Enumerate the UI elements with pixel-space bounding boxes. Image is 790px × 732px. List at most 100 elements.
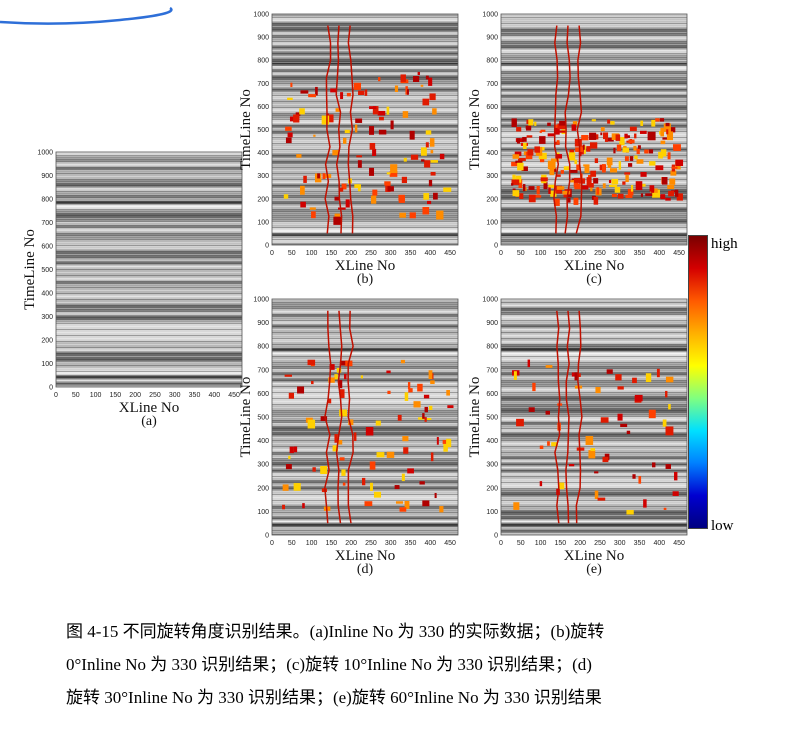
attribute-anomaly — [611, 178, 619, 185]
panel-c: 0 100 200 300 400 500 600 700 800 900 1000 0 50 100 15… — [467, 12, 688, 287]
attribute-anomaly — [307, 359, 316, 366]
seismic-section-d — [272, 299, 458, 535]
attribute-anomaly — [636, 148, 640, 155]
y-tick-label: 900 — [257, 35, 269, 42]
attribute-anomaly — [649, 161, 656, 166]
x-tick-label: 300 — [614, 540, 626, 547]
attribute-anomaly — [615, 134, 621, 141]
y-axis-label: TimeLine No — [238, 89, 254, 170]
attribute-anomaly — [574, 159, 578, 165]
attribute-anomaly — [311, 380, 314, 385]
attribute-anomaly — [547, 122, 551, 126]
x-tick-label: 400 — [424, 540, 436, 547]
attribute-anomaly — [420, 147, 427, 156]
x-tick-label: 400 — [424, 250, 436, 257]
attribute-anomaly — [332, 445, 338, 452]
attribute-anomaly — [338, 207, 346, 210]
attribute-anomaly — [582, 144, 585, 150]
attribute-anomaly — [600, 127, 605, 132]
y-tick-label: 300 — [257, 173, 269, 180]
attribute-anomaly — [539, 136, 546, 144]
attribute-anomaly — [666, 129, 669, 135]
attribute-anomaly — [528, 119, 534, 126]
figure-caption: 图 4-15 不同旋转角度识别结果。(a)Inline No 为 330 的实际… — [66, 615, 736, 714]
attribute-anomaly — [354, 432, 357, 441]
attribute-anomaly — [560, 170, 564, 174]
attribute-anomaly — [649, 185, 655, 192]
y-tick-label: 600 — [486, 391, 498, 398]
attribute-anomaly — [550, 158, 559, 162]
attribute-anomaly — [429, 138, 435, 147]
attribute-anomaly — [624, 133, 628, 139]
attribute-anomaly — [515, 160, 523, 164]
attribute-anomaly — [626, 430, 631, 435]
attribute-anomaly — [589, 132, 597, 140]
y-tick-label: 500 — [257, 127, 269, 134]
attribute-anomaly — [335, 108, 340, 112]
attribute-anomaly — [554, 127, 560, 135]
attribute-anomaly — [660, 149, 667, 157]
x-tick-label: 350 — [405, 540, 417, 547]
attribute-anomaly — [539, 481, 543, 487]
attribute-anomaly — [607, 119, 611, 124]
attribute-anomaly — [649, 149, 654, 154]
decorative-blue-curve — [0, 6, 173, 25]
attribute-anomaly — [668, 127, 676, 133]
attribute-anomaly — [625, 174, 629, 183]
y-tick-label: 0 — [494, 533, 498, 540]
x-tick-label: 250 — [365, 540, 377, 547]
attribute-anomaly — [338, 440, 343, 445]
x-tick-label: 300 — [385, 540, 397, 547]
attribute-anomaly — [660, 194, 666, 200]
attribute-anomaly — [571, 178, 577, 181]
y-tick-label: 800 — [257, 344, 269, 351]
y-tick-label: 300 — [41, 314, 53, 321]
colorbar-high-label: high — [711, 236, 738, 252]
y-tick-label: 300 — [257, 462, 269, 469]
attribute-anomaly — [424, 417, 427, 422]
attribute-anomaly — [408, 388, 413, 393]
attribute-anomaly — [336, 367, 342, 373]
attribute-anomaly — [410, 154, 419, 160]
y-tick-label: 800 — [486, 58, 498, 65]
attribute-anomaly — [672, 491, 679, 496]
attribute-anomaly — [539, 156, 545, 163]
attribute-anomaly — [652, 462, 656, 468]
x-tick-label: 200 — [345, 250, 357, 257]
attribute-anomaly — [568, 152, 576, 161]
attribute-anomaly — [372, 148, 377, 157]
attribute-anomaly — [527, 359, 531, 368]
attribute-anomaly — [344, 129, 350, 134]
attribute-anomaly — [289, 446, 294, 454]
x-tick-label: 400 — [653, 250, 665, 257]
attribute-anomaly — [625, 194, 633, 198]
attribute-anomaly — [447, 405, 454, 409]
seismic-section-a — [56, 152, 242, 387]
attribute-anomaly — [423, 193, 430, 200]
fault-streak — [575, 310, 583, 524]
attribute-anomaly — [442, 439, 450, 444]
x-tick-label: 100 — [306, 250, 318, 257]
attribute-anomaly — [540, 177, 548, 182]
attribute-anomaly — [552, 168, 557, 172]
y-tick-label: 0 — [494, 243, 498, 250]
x-tick-label: 0 — [499, 250, 503, 257]
attribute-anomaly — [522, 184, 526, 192]
attribute-anomaly — [378, 77, 381, 82]
attribute-anomaly — [430, 171, 436, 176]
attribute-anomaly — [300, 185, 305, 195]
attribute-anomaly — [640, 120, 644, 126]
attribute-anomaly — [570, 180, 578, 183]
attribute-anomaly — [559, 482, 565, 490]
attribute-anomaly — [606, 369, 613, 374]
attribute-anomaly — [555, 154, 563, 159]
attribute-anomaly — [512, 154, 520, 159]
attribute-anomaly — [563, 194, 568, 198]
attribute-anomaly — [303, 175, 307, 183]
attribute-anomaly — [628, 163, 633, 167]
x-tick-label: 300 — [169, 392, 181, 399]
attribute-anomaly — [622, 181, 626, 185]
attribute-anomaly — [311, 211, 316, 219]
attribute-anomaly — [321, 115, 330, 125]
attribute-anomaly — [594, 471, 599, 474]
